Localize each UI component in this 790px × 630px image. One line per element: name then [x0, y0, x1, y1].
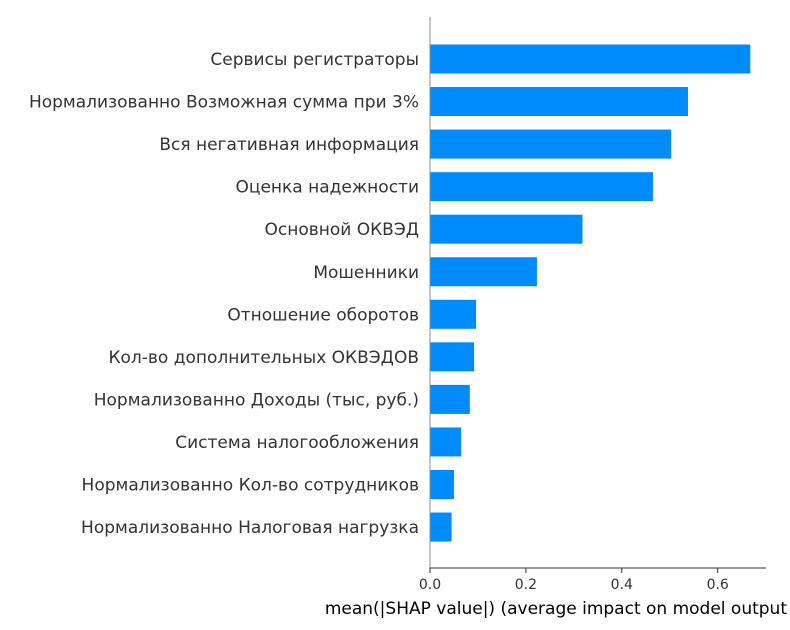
category-label: Сервисы регистраторы: [210, 50, 419, 70]
x-axis-ticks: 0.0 0.2 0.4 0.6: [419, 568, 729, 593]
bar: [430, 299, 477, 329]
x-tick-label: 0.6: [707, 577, 729, 593]
category-label: Оценка надежности: [236, 178, 420, 198]
category-label: Нормализованно Кол-во сотрудников: [82, 476, 419, 496]
category-label: Мошенники: [313, 263, 419, 283]
x-axis-title: mean(|SHAP value|) (average impact on mo…: [325, 599, 787, 619]
category-labels: Сервисы регистраторы Нормализованно Возмо…: [29, 50, 419, 538]
bar: [430, 172, 653, 202]
bar: [430, 44, 751, 74]
category-label: Нормализованно Доходы (тыс, руб.): [94, 390, 419, 410]
category-label: Основной ОКВЭД: [265, 220, 420, 240]
bar: [430, 470, 454, 499]
category-label: Кол-во дополнительных ОКВЭДОВ: [108, 348, 419, 368]
bar: [430, 214, 583, 244]
bar: [430, 257, 537, 287]
x-tick-label: 0.0: [419, 577, 441, 593]
x-tick-label: 0.2: [515, 577, 537, 593]
category-label: Нормализованно Налоговая нагрузка: [81, 518, 419, 538]
bars-group: [430, 44, 751, 542]
category-label: Система налогообложения: [175, 433, 419, 453]
x-tick-label: 0.4: [611, 577, 633, 593]
bar: [430, 512, 452, 542]
bar: [430, 384, 470, 414]
category-label: Отношение оборотов: [227, 305, 419, 325]
bar: [430, 87, 688, 117]
bar: [430, 129, 672, 159]
category-label: Нормализованно Возможная сумма при 3%: [29, 93, 419, 113]
category-label: Вся негативная информация: [159, 135, 419, 155]
bar: [430, 427, 462, 457]
bar: [430, 342, 475, 372]
